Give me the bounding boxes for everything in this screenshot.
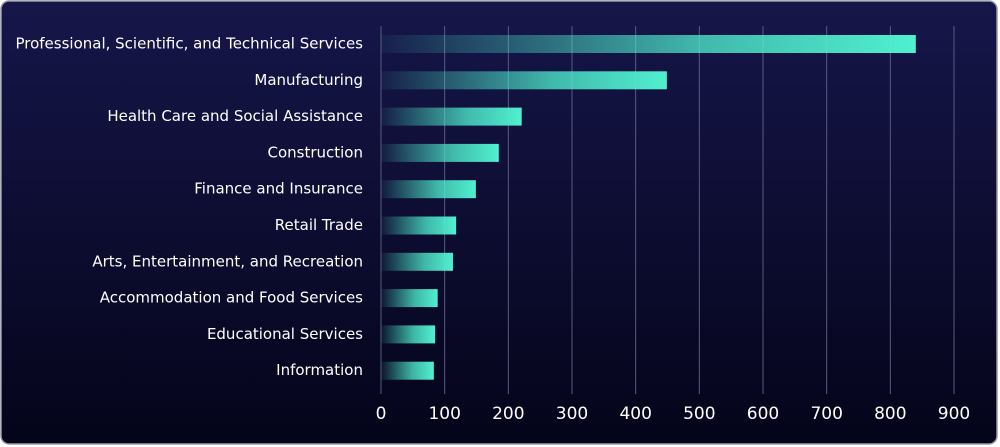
bar [381, 35, 916, 53]
x-tick-label: 500 [683, 404, 715, 424]
x-tick-label: 900 [938, 404, 970, 424]
bar [381, 143, 499, 162]
y-tick-label: Accommodation and Food Services [100, 289, 363, 307]
y-tick-label: Construction [267, 143, 363, 161]
bar [381, 361, 434, 380]
x-tick-label: 600 [747, 404, 779, 424]
x-tick-label: 400 [619, 404, 651, 424]
bar [381, 325, 436, 344]
bar [381, 252, 453, 271]
x-tick-label: 100 [428, 404, 460, 424]
bar [381, 289, 438, 308]
bar [381, 216, 457, 235]
x-tick-label: 700 [810, 404, 842, 424]
bar [381, 107, 522, 126]
x-tick-label: 300 [556, 404, 588, 424]
x-tick-label: 200 [492, 404, 524, 424]
y-tick-label: Professional, Scientific, and Technical … [15, 35, 363, 53]
y-tick-label: Information [276, 361, 363, 379]
y-tick-label: Manufacturing [254, 71, 363, 89]
y-tick-label: Health Care and Social Assistance [107, 107, 363, 125]
x-tick-label: 0 [376, 404, 387, 424]
y-tick-label: Arts, Entertainment, and Recreation [92, 252, 363, 270]
x-tick-label: 800 [874, 404, 906, 424]
y-tick-label: Retail Trade [275, 216, 363, 234]
y-tick-label: Educational Services [207, 325, 363, 343]
bar [381, 180, 476, 199]
y-tick-label: Finance and Insurance [194, 180, 363, 198]
bar [381, 71, 667, 90]
